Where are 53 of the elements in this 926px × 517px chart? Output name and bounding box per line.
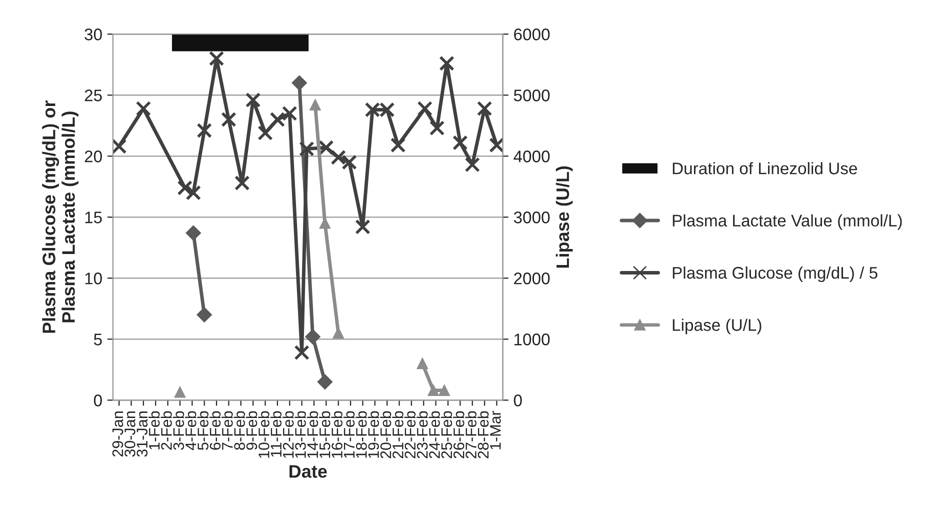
x-tick-label: 12-Feb — [282, 411, 294, 458]
y2-axis-title: Lipase (U/L) — [556, 166, 573, 268]
x-tick-label: 15-Feb — [319, 411, 330, 458]
y2-tick-label: 2000 — [514, 272, 550, 284]
y-tick-label: 10 — [85, 272, 102, 284]
legend-label: Lipase (U/L) — [672, 318, 762, 334]
x-tick-label: 28-Feb — [477, 411, 489, 458]
x-tick-label: 23-Feb — [416, 411, 428, 458]
x-tick-label: 14-Feb — [306, 411, 318, 458]
y-tick-label: 0 — [94, 394, 102, 406]
x-tick-label: 4-Feb — [185, 411, 196, 450]
y2-tick-label: 0 — [514, 394, 522, 406]
x-tick-label: 11-Feb — [270, 411, 282, 457]
x-tick-label: 31-Jan — [136, 412, 148, 457]
x-tick-label: 6-Feb — [209, 411, 221, 450]
x-tick-label: 3-Feb — [172, 411, 184, 450]
y-tick-label: 30 — [84, 28, 102, 40]
y2-tick-label: 6000 — [514, 28, 550, 40]
y-tick-label: 25 — [84, 90, 102, 102]
x-tick-label: 8-Feb — [234, 411, 245, 450]
y-tick-label: 15 — [85, 212, 102, 224]
y2-tick-label: 3000 — [514, 212, 550, 224]
x-tick-label: 24-Feb — [428, 411, 440, 458]
legend-label: Duration of Linezolid Use — [672, 162, 858, 174]
x-tick-label: 2-Feb — [160, 411, 172, 450]
y-tick-label: 5 — [94, 334, 102, 346]
x-tick-label: 21-Feb — [392, 411, 404, 458]
x-tick-label: 10-Feb — [258, 411, 270, 458]
x-tick-label: 9-Feb — [246, 411, 258, 450]
y2-tick-label: 4000 — [514, 150, 550, 162]
x-tick-label: 1-Mar — [490, 410, 501, 450]
x-tick-label: 22-Feb — [404, 411, 416, 458]
y-axis-title: Plasma Glucose (mg/dL) or Plasma Lactate (mmol/L) — [42, 100, 78, 333]
x-tick-label: 7-Feb — [222, 411, 233, 450]
x-tick-label: 20-Feb — [380, 411, 392, 458]
x-tick-label: 5-Feb — [197, 411, 208, 450]
x-tick-label: 27-Feb — [465, 411, 476, 458]
y2-tick-label: 5000 — [514, 90, 550, 102]
x-tick-label: 30-Jan — [124, 412, 136, 457]
legend-label: Plasma Glucose (mg/dL) / 5 — [672, 266, 878, 282]
x-tick-label: 13-Feb — [294, 411, 306, 458]
x-tick-label: 29-Jan — [112, 412, 124, 457]
x-tick-label: 16-Feb — [331, 411, 342, 458]
y2-tick-label: 1000 — [514, 334, 550, 346]
x-tick-label: 1-Feb — [148, 411, 160, 450]
x-axis-title: Date — [290, 465, 327, 478]
x-tick-label: 26-Feb — [453, 411, 464, 458]
legend-label: Plasma Lactate Value (mmol/L) — [672, 214, 902, 230]
y-tick-label: 20 — [84, 150, 102, 162]
x-tick-label: 18-Feb — [356, 411, 367, 458]
x-tick-label: 25-Feb — [440, 411, 452, 458]
x-tick-label: 19-Feb — [368, 411, 379, 458]
x-tick-label: 17-Feb — [343, 411, 355, 458]
